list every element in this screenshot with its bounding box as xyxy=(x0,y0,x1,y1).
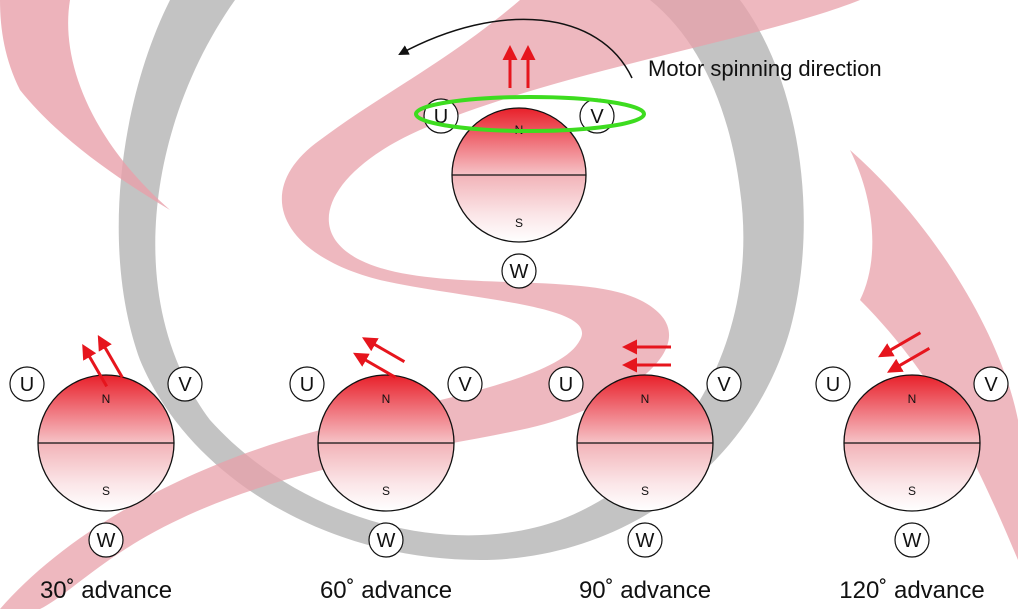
rotor-north-half xyxy=(452,108,586,175)
rotor-north-label: N xyxy=(641,392,650,406)
rotor-north-half xyxy=(318,375,454,443)
phase-u-coil xyxy=(9,366,45,402)
advance-caption: 60˚ advance xyxy=(320,577,452,604)
field-arrow-2 xyxy=(878,331,922,358)
rotor-north-half xyxy=(38,375,174,443)
advance-caption: 90˚ advance xyxy=(579,577,711,604)
field-arrow-2 xyxy=(97,335,124,379)
phase-v-label: V xyxy=(984,374,998,396)
rotor-south-label: S xyxy=(515,216,523,230)
phase-u-coil xyxy=(289,366,325,402)
advance-rotor-3: N S U V W 90˚ advance xyxy=(548,339,742,604)
phase-w-coil xyxy=(501,253,537,289)
phase-w-label: W xyxy=(636,530,655,552)
rotation-direction-arrow xyxy=(398,18,633,79)
motor-direction-label: Motor spinning direction xyxy=(648,56,882,81)
rotor-north-half xyxy=(844,375,980,443)
phase-w-coil xyxy=(894,522,930,558)
uv-highlight-ring xyxy=(414,95,646,133)
phase-v-coil xyxy=(167,366,203,402)
rotor-south-label: S xyxy=(908,484,916,498)
phase-v-coil xyxy=(447,366,483,402)
phase-u-label: U xyxy=(826,374,840,396)
rotor-south-half xyxy=(318,443,454,511)
phase-w-label: W xyxy=(377,530,396,552)
rotor-south-half xyxy=(38,443,174,511)
phase-w-label: W xyxy=(510,261,529,283)
rotor-south-half xyxy=(577,443,713,511)
top-rotor-group: Motor spinning direction N S U V W xyxy=(398,18,882,289)
phase-v-coil xyxy=(706,366,742,402)
phase-w-label: W xyxy=(903,530,922,552)
rotor-north-label: N xyxy=(102,392,111,406)
phase-u-coil xyxy=(548,366,584,402)
rotor-south-label: S xyxy=(641,484,649,498)
phase-u-label: U xyxy=(20,374,34,396)
field-arrow-1 xyxy=(887,347,931,373)
rotor-north-label: N xyxy=(908,392,917,406)
phase-v-label: V xyxy=(458,374,472,396)
advance-rotor-row: N S U V W 30˚ advance N S U V W 60˚ advance N S U V W 90˚… xyxy=(9,331,1009,604)
advance-rotor-4: N S U V W 120˚ advance xyxy=(815,331,1009,604)
phase-w-label: W xyxy=(97,530,116,552)
rotor-south-half xyxy=(452,175,586,242)
phase-u-label: U xyxy=(300,374,314,396)
phase-w-coil xyxy=(368,522,404,558)
advance-rotor-2: N S U V W 60˚ advance xyxy=(289,337,483,604)
rotor-south-half xyxy=(844,443,980,511)
phase-v-label: V xyxy=(178,374,192,396)
rotor-north-label: N xyxy=(382,392,391,406)
rotor-north-half xyxy=(577,375,713,443)
field-arrow-1 xyxy=(82,344,108,388)
watermark-red-swoosh-left xyxy=(0,0,170,210)
advance-caption: 120˚ advance xyxy=(839,577,984,604)
phase-u-label: U xyxy=(559,374,573,396)
watermark-gray-arc xyxy=(118,0,804,560)
phase-v-coil xyxy=(973,366,1009,402)
phase-u-coil xyxy=(815,366,851,402)
phase-v-label: V xyxy=(590,106,604,128)
rotor-south-label: S xyxy=(102,484,110,498)
field-arrow-2 xyxy=(362,337,406,363)
rotor-south-label: S xyxy=(382,484,390,498)
field-arrow-1 xyxy=(353,352,397,379)
advance-rotor-1: N S U V W 30˚ advance xyxy=(9,335,203,604)
phase-w-coil xyxy=(627,522,663,558)
phase-v-label: V xyxy=(717,374,731,396)
phase-w-coil xyxy=(88,522,124,558)
advance-caption: 30˚ advance xyxy=(40,577,172,604)
